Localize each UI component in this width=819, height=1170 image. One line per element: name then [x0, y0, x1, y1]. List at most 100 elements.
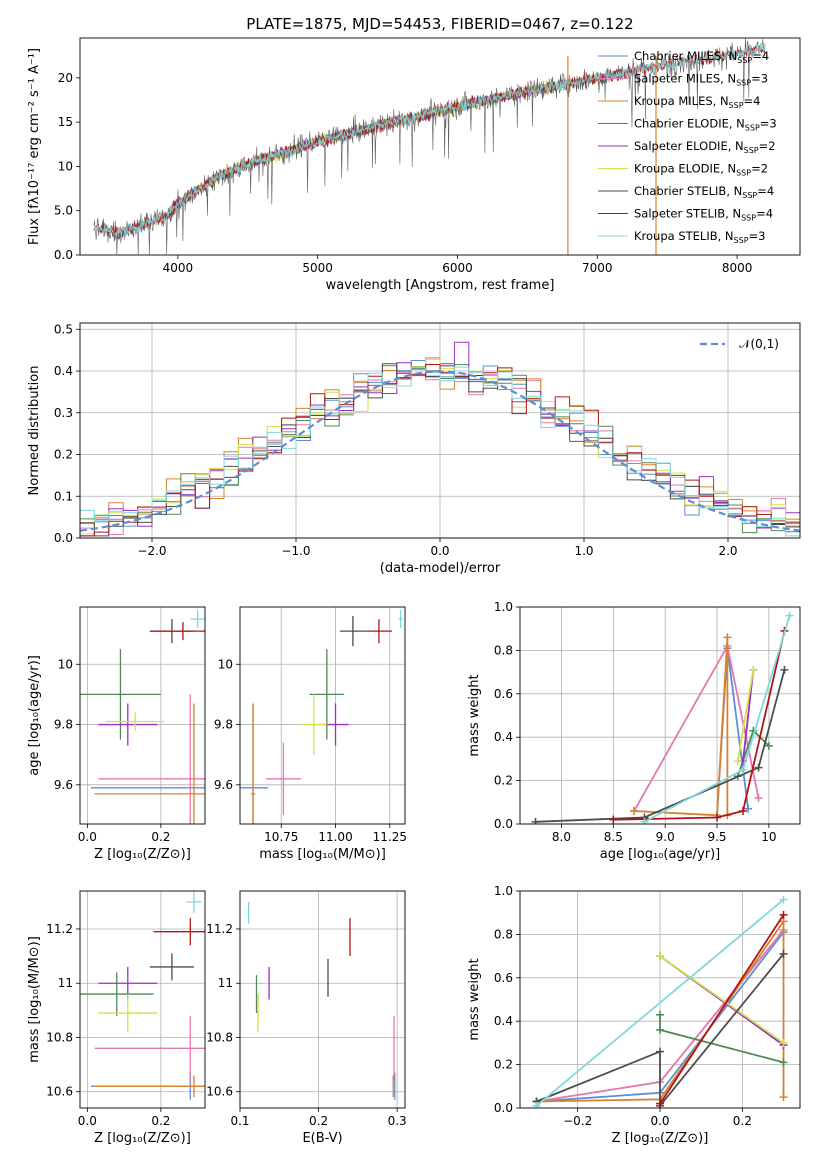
weight-vs-Z-line-salpeter-stelib [659, 914, 785, 1105]
mass-vs-ebv-xtick-label: 0.3 [388, 1114, 407, 1128]
weight-vs-Z-marker-chabrier-stelib [656, 1047, 664, 1056]
mass-vs-Z-frame [79, 890, 206, 1109]
legend-n: =2 [751, 162, 768, 176]
weight-vs-age-ytick-label: 1.0 [494, 600, 513, 614]
age-vs-Z-ytick-label: 9.6 [54, 778, 73, 792]
weight-vs-age-marker-salpeter-miles [754, 793, 763, 802]
residual-hist-salpeter-stelib [80, 364, 800, 537]
spectrum-ytick-label: 0.0 [54, 248, 73, 262]
spectrum-plot [93, 38, 766, 255]
residuals-ylabel: Normed distribution [27, 366, 42, 496]
mass-vs-ebv-ytick-label: 11.2 [206, 922, 233, 936]
weight-vs-Z-line-chabrier-stelib [536, 953, 785, 1108]
legend-label-kroupa-elodie: Kroupa ELODIE, NSSP=2 [634, 162, 768, 178]
normal-curve [80, 370, 800, 532]
weight-vs-age-marker-chabrier-stelib [531, 817, 540, 824]
legend-label-kroupa-miles: Kroupa MILES, NSSP=4 [634, 94, 760, 110]
weight-vs-Z-xlabel: Z [log₁₀(Z/Z⊙)] [612, 1131, 709, 1146]
weight-vs-age-ytick-label: 0.0 [494, 817, 513, 831]
residuals-ytick-label: 0.0 [54, 531, 73, 545]
spectrum-xtick-label: 4000 [163, 261, 194, 275]
weight-vs-age-marker-kroupa-stelib [785, 611, 794, 620]
legend-label-salpeter-stelib: Salpeter STELIB, NSSP=4 [634, 207, 773, 223]
weight-vs-age-marker-kroupa-stelib [738, 765, 747, 774]
legend-text: Kroupa MILES, N [634, 94, 729, 108]
weight-vs-age-xtick-label: 8.5 [604, 830, 623, 844]
weight-vs-age-xtick-label: 9.0 [656, 830, 675, 844]
spectrum-ytick-label: 10 [58, 159, 73, 173]
age-vs-Z-xtick-label: 0.2 [151, 830, 170, 844]
age-vs-Z-plot [80, 610, 205, 824]
legend-n: =4 [757, 184, 774, 198]
spectrum-ytick-label: 5.0 [54, 204, 73, 218]
mass-vs-Z-ytick-label: 11.2 [46, 922, 73, 936]
weight-vs-age-xtick-label: 8.0 [552, 830, 571, 844]
age-vs-Z-ylabel: age [log₁₀(age/yr)] [27, 655, 42, 776]
age-vs-Z-xtick-label: 0.0 [78, 830, 97, 844]
legend-sub: SSP [734, 236, 749, 245]
weight-vs-Z-marker-salpeter-stelib [779, 910, 788, 919]
residual-hist-kroupa-elodie [80, 358, 800, 535]
weight-vs-Z-ytick-label: 0.0 [494, 1101, 513, 1115]
mass-vs-Z-xtick-label: 0.0 [78, 1114, 97, 1128]
age-vs-mass-frame [239, 606, 406, 825]
legend-n: =4 [752, 49, 769, 63]
age-vs-mass-ytick-label: 9.6 [214, 778, 233, 792]
mass-vs-ebv-xtick-label: 0.2 [309, 1114, 328, 1128]
legend-text: Kroupa ELODIE, N [634, 162, 736, 176]
legend-sub: SSP [745, 124, 760, 133]
weight-vs-age-ytick-label: 0.4 [494, 730, 513, 744]
weight-vs-age-marker-kroupa-stelib [640, 817, 649, 824]
mass-vs-Z-ytick-label: 10.6 [46, 1085, 73, 1099]
mass-vs-Z-plot [80, 891, 205, 1100]
mass-vs-Z-ylabel: mass [log₁₀(M/M⊙)] [27, 936, 42, 1063]
weight-vs-Z-panel: −0.2 0.0 0.2 0.0 0.2 0.4 0.6 0.8 1.0 Z [log₁₀(Z/Z… [467, 884, 801, 1146]
legend-n: =3 [749, 229, 766, 243]
weight-vs-Z-marker-chabrier-elodie [656, 1025, 664, 1034]
weight-vs-Z-ytick-label: 0.6 [494, 971, 513, 985]
age-vs-mass-plot [240, 610, 403, 824]
weight-vs-Z-marker-kroupa-stelib [532, 1101, 541, 1108]
age-vs-mass-ytick-label: 10 [218, 657, 233, 671]
weight-vs-age-marker-salpeter-stelib [713, 813, 722, 822]
weight-vs-age-marker-chabrier-stelib [754, 763, 763, 772]
legend-sub: SSP [736, 169, 751, 178]
legend-n: =4 [744, 94, 761, 108]
weight-vs-Z-marker-salpeter-stelib [656, 1099, 664, 1108]
weight-vs-age-xtick-label: 10 [761, 830, 776, 844]
spectrum-xtick-label: 7000 [582, 261, 613, 275]
age-vs-mass-ytick-label: 9.8 [214, 718, 233, 732]
mass-vs-ebv-ytick-label: 10.6 [206, 1085, 233, 1099]
legend-label-salpeter-miles: Salpeter MILES, NSSP=3 [634, 72, 768, 88]
mass-vs-ebv-plot [247, 901, 396, 1100]
weight-vs-age-marker-chabrier-stelib [780, 665, 789, 674]
age-vs-mass-panel: 10.75 11.00 11.25 9.6 9.8 10 mass [log₁₀(M/M⊙)… [214, 606, 407, 862]
residuals-xtick-label: 0.0 [430, 544, 449, 558]
legend-n: =4 [756, 207, 773, 221]
spectrum-line-kroupa-stelib [93, 42, 766, 238]
weight-vs-age-ytick-label: 0.6 [494, 687, 513, 701]
age-vs-Z-frame [79, 606, 206, 825]
legend-text: Salpeter STELIB, N [634, 207, 741, 221]
legend-text: Chabrier MILES, N [634, 49, 737, 63]
legend-text: Salpeter ELODIE, N [634, 139, 744, 153]
weight-vs-age-line-kroupa-miles [634, 637, 729, 817]
weight-vs-age-marker-chabrier-miles [744, 804, 753, 813]
age-vs-Z-xlabel: Z [log₁₀(Z/Z⊙)] [94, 847, 191, 862]
spectrum-xtick-label: 5000 [302, 261, 333, 275]
weight-vs-Z-line-kroupa-stelib [535, 899, 785, 1107]
residuals-ytick-label: 0.5 [54, 322, 73, 336]
weight-vs-Z-ytick-label: 0.2 [494, 1058, 513, 1072]
weight-vs-Z-marker-chabrier-elodie [779, 1058, 788, 1067]
legend-sub: SSP [744, 146, 759, 155]
legend-label-chabrier-elodie: Chabrier ELODIE, NSSP=3 [634, 117, 777, 133]
legend-label-chabrier-miles: Chabrier MILES, NSSP=4 [634, 49, 769, 65]
residuals-xtick-label: 2.0 [718, 544, 737, 558]
residuals-panel: −2.0 −1.0 0.0 1.0 2.0 0.0 0.1 0.2 0.3 0.4 0.5 (data… [27, 322, 801, 576]
spectrum-ylabel: Flux [fλ10⁻¹⁷ erg cm⁻² s⁻¹ A⁻¹] [27, 48, 42, 245]
mass-vs-ebv-xlabel: E(B-V) [302, 1131, 342, 1146]
legend-sub: SSP [742, 191, 757, 200]
spectrum-xtick-label: 6000 [442, 261, 473, 275]
